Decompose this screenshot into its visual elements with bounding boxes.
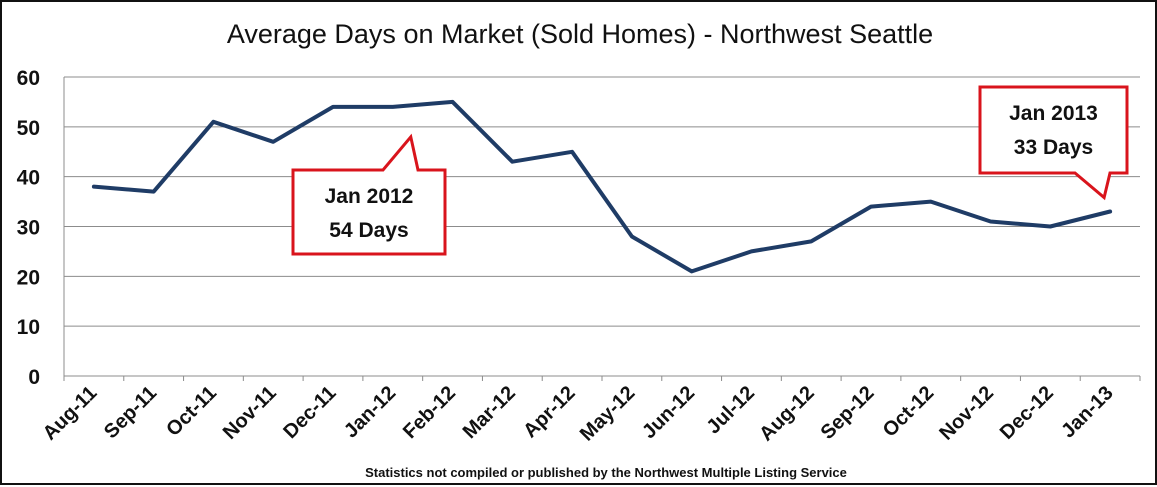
- x-tick-label: Dec-12: [996, 382, 1058, 444]
- callout-box: [978, 85, 1129, 201]
- x-tick-label: Oct-11: [162, 382, 221, 441]
- callout-line-2: 33 Days: [1014, 136, 1093, 159]
- y-tick-label: 0: [28, 366, 40, 389]
- data-point: [750, 250, 752, 252]
- x-tick-label: Apr-12: [519, 382, 579, 442]
- x-tick-label: Oct-12: [879, 382, 939, 442]
- gridlines: [63, 76, 1141, 381]
- x-tick-label: Nov-11: [219, 382, 281, 444]
- data-point: [691, 270, 693, 272]
- data-point: [990, 221, 992, 223]
- x-tick-label: Aug-11: [39, 382, 102, 445]
- y-tick-label: 10: [17, 316, 40, 339]
- data-point: [1049, 226, 1051, 227]
- callout-line-1: Jan 2013: [1009, 102, 1098, 125]
- x-tick-label: Jul-12: [703, 382, 759, 438]
- x-tick-label: May-12: [576, 382, 640, 446]
- data-point: [571, 151, 573, 153]
- y-axis-ticks: 0 10 20 30 40 50 60: [17, 67, 40, 389]
- x-tick-label: Nov-12: [935, 382, 998, 445]
- x-tick-label: Mar-12: [459, 382, 520, 443]
- callout-line-1: Jan 2012: [325, 185, 414, 208]
- x-tick-label: Dec-11: [279, 382, 340, 443]
- y-tick-label: 30: [17, 217, 40, 240]
- series-line: [91, 99, 1113, 274]
- data-point: [930, 201, 932, 203]
- data-point: [153, 191, 155, 193]
- x-tick-label: Jan-12: [340, 382, 400, 442]
- data-point: [870, 206, 872, 208]
- y-tick-label: 50: [17, 117, 40, 140]
- callout-box: [291, 133, 447, 256]
- data-point: [272, 141, 274, 143]
- x-tick-label: Jan-13: [1057, 382, 1117, 442]
- callout-line-2: 54 Days: [329, 219, 408, 242]
- data-point: [392, 106, 394, 108]
- y-tick-label: 60: [17, 67, 40, 90]
- data-point: [452, 101, 454, 103]
- chart-title: Average Days on Market (Sold Homes) - No…: [227, 19, 933, 49]
- data-point: [212, 121, 214, 123]
- x-tick-label: Aug-12: [755, 382, 818, 445]
- y-tick-label: 40: [17, 167, 40, 190]
- data-point: [511, 161, 513, 163]
- footnote: Statistics not compiled or published by …: [365, 465, 847, 480]
- x-tick-label: Sep-12: [817, 382, 879, 444]
- series-line-group: [91, 99, 1113, 274]
- data-point: [93, 186, 95, 188]
- x-tick-label: Sep-11: [100, 382, 161, 443]
- data-point: [1109, 211, 1111, 213]
- data-point: [810, 240, 812, 242]
- callouts: Jan 2012 54 Days Jan 2013 33 Days: [291, 85, 1129, 256]
- x-tick-label: Feb-12: [399, 382, 460, 443]
- y-tick-label: 20: [17, 266, 40, 289]
- x-tick-label: Jun-12: [638, 382, 699, 443]
- data-point: [332, 106, 334, 108]
- data-point: [631, 235, 633, 237]
